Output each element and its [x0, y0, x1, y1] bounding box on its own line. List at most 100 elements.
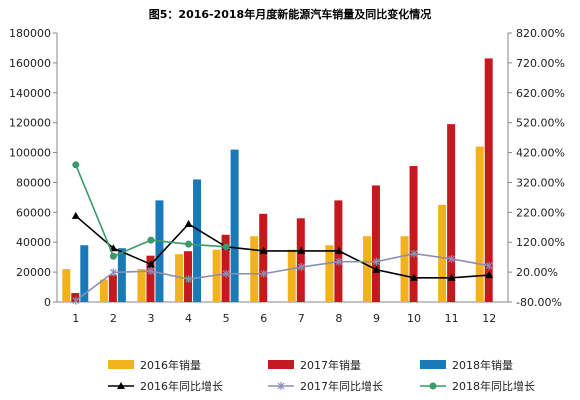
bar-series-group — [62, 58, 493, 303]
right-tick-label: 20.00% — [516, 266, 558, 279]
bar — [475, 146, 484, 302]
legend-swatch — [420, 360, 446, 369]
right-tick-label: 620.00% — [516, 87, 565, 100]
line-point — [372, 265, 381, 273]
line-point — [334, 246, 343, 254]
legend-label: 2016年销量 — [140, 358, 201, 372]
bar — [484, 58, 493, 303]
line-point — [72, 161, 80, 169]
bar — [80, 245, 89, 302]
line-point — [109, 268, 117, 277]
legend: 2016年销量 2017年销量 2018年销量 2016年同比增长 2017年同比增长 2… — [108, 358, 535, 393]
bar — [146, 255, 155, 302]
line-point — [447, 273, 456, 281]
bar — [108, 275, 117, 302]
bar — [99, 279, 108, 302]
legend-label: 2016年同比增长 — [140, 379, 223, 393]
x-tick-label: 10 — [407, 312, 421, 325]
x-tick-label: 4 — [185, 312, 192, 325]
x-tick-label: 2 — [110, 312, 117, 325]
left-tick-label: 40000 — [16, 236, 51, 249]
line-point — [109, 252, 117, 260]
line-point — [297, 263, 305, 272]
bar — [175, 254, 184, 302]
line-point — [485, 271, 494, 279]
line-point — [429, 382, 437, 390]
line-point — [448, 254, 456, 263]
bar — [438, 204, 447, 302]
bar — [296, 218, 305, 302]
line-point — [410, 249, 418, 258]
x-tick-label: 3 — [147, 312, 154, 325]
x-tick-label: 5 — [223, 312, 230, 325]
x-tick-label: 9 — [373, 312, 380, 325]
legend-label: 2018年销量 — [452, 358, 513, 372]
right-tick-label: 720.00% — [516, 57, 565, 70]
line-point — [146, 260, 155, 268]
chart-title: 图5：2016-2018年月度新能源汽车销量及同比变化情况 — [149, 7, 431, 21]
right-tick-label: 120.00% — [516, 236, 565, 249]
line-point — [485, 261, 493, 270]
bar — [193, 179, 202, 302]
line-point — [277, 382, 285, 390]
bar — [447, 124, 456, 303]
right-tick-label: 420.00% — [516, 147, 565, 160]
x-tick-label: 1 — [72, 312, 79, 325]
line-point — [410, 273, 419, 281]
left-tick-label: 140000 — [9, 87, 51, 100]
line-point — [185, 275, 192, 284]
line-point — [72, 296, 80, 305]
x-axis-ticks: 1 2 3 4 5 6 7 8 9 10 11 12 — [72, 312, 496, 325]
legend-label: 2018年同比增长 — [452, 379, 535, 393]
bar — [287, 249, 296, 302]
x-tick-label: 7 — [298, 312, 305, 325]
line-point — [147, 236, 155, 244]
line-point — [71, 211, 80, 219]
line-point — [147, 267, 155, 276]
bar — [259, 213, 268, 302]
right-tick-label: -80.00% — [516, 296, 562, 309]
line-point — [335, 257, 343, 266]
bar — [155, 200, 164, 302]
legend-swatch — [108, 360, 134, 369]
bar — [400, 236, 409, 302]
bar — [137, 269, 146, 302]
left-axis-ticks: 0 20000 40000 60000 80000 100000 120000 140000 1… — [9, 27, 57, 309]
right-tick-label: 320.00% — [516, 176, 565, 189]
left-tick-label: 80000 — [16, 176, 51, 189]
left-tick-label: 180000 — [9, 27, 51, 40]
line-point — [222, 269, 230, 278]
left-tick-label: 120000 — [9, 117, 51, 130]
line-point — [259, 246, 268, 254]
x-tick-label: 11 — [445, 312, 459, 325]
x-tick-label: 6 — [260, 312, 267, 325]
line-point — [117, 382, 125, 389]
left-tick-label: 0 — [44, 296, 51, 309]
line-point — [260, 269, 268, 278]
x-tick-label: 12 — [482, 312, 496, 325]
right-tick-label: 520.00% — [516, 117, 565, 130]
bar — [250, 236, 259, 302]
left-tick-label: 160000 — [9, 57, 51, 70]
left-tick-label: 100000 — [9, 147, 51, 160]
bar — [117, 248, 126, 302]
legend-label: 2017年销量 — [300, 358, 361, 372]
left-tick-label: 60000 — [16, 206, 51, 219]
bar — [325, 245, 334, 302]
bar — [409, 166, 418, 302]
bar — [371, 185, 380, 302]
legend-swatch — [268, 360, 294, 369]
series-line — [75, 215, 490, 279]
bar — [62, 269, 71, 302]
legend-label: 2017年同比增长 — [300, 379, 383, 393]
bar — [230, 149, 239, 302]
bar — [362, 236, 371, 302]
plot-area — [56, 33, 509, 303]
series-line — [75, 252, 490, 302]
right-tick-label: 220.00% — [516, 206, 565, 219]
line-point — [184, 219, 193, 227]
line-point — [373, 257, 380, 266]
x-tick-label: 8 — [335, 312, 342, 325]
line-point — [297, 246, 306, 254]
line-point — [222, 243, 230, 251]
